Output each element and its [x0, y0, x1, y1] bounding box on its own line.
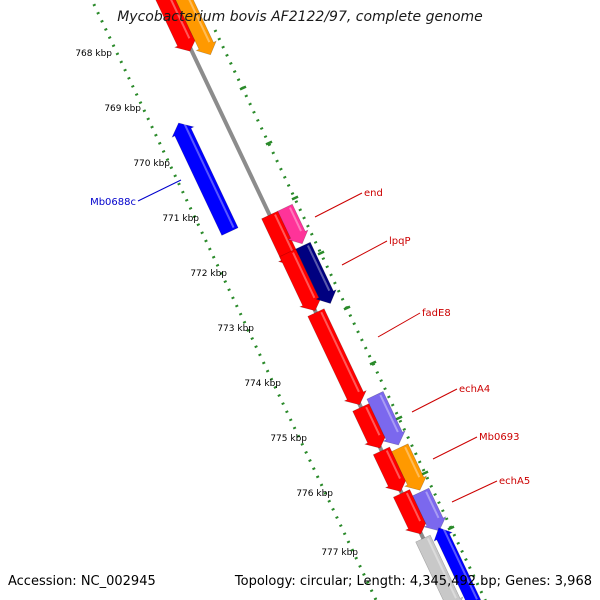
- gene-top-orange-highlight: [188, 0, 211, 43]
- outer-major-tick: [369, 360, 377, 366]
- gene-red-d-highlight: [385, 450, 401, 480]
- leader-line: [314, 192, 363, 218]
- gene-label[interactable]: end: [364, 188, 383, 199]
- kbp-tick-label: 770 kbp: [133, 159, 170, 169]
- genome-stats-text: Topology: circular; Length: 4,345,492 bp…: [234, 574, 592, 589]
- leader-line: [377, 312, 421, 338]
- gene-label[interactable]: lpqP: [389, 236, 411, 247]
- labels-layer: end lpqP fadE8 echA4 Mb0693 echA5 Mb0688c: [90, 179, 530, 503]
- gene-fade8[interactable]: [307, 308, 367, 406]
- gene-label[interactable]: echA4: [459, 384, 490, 395]
- gene-echa4-highlight: [379, 394, 399, 433]
- gene-bottom-blue[interactable]: [433, 527, 482, 600]
- gene-bottom-grey-highlight: [426, 538, 457, 599]
- kbp-tick-label: 775 kbp: [270, 434, 307, 444]
- gene-label[interactable]: Mb0693: [479, 432, 519, 443]
- gene-mb0688c[interactable]: [171, 122, 239, 236]
- inner-tick-track: [90, 0, 378, 600]
- kbp-tick-label: 771 kbp: [162, 214, 199, 224]
- outer-major-tick: [421, 470, 429, 476]
- kbp-tick-label: 776 kbp: [296, 489, 333, 499]
- outer-major-tick: [239, 85, 247, 91]
- kbp-tick-label: 768 kbp: [75, 49, 112, 59]
- outer-major-tick: [291, 195, 299, 201]
- kbp-tick-label: 777 kbp: [321, 548, 358, 558]
- gene-echa5-highlight: [425, 491, 440, 519]
- gene-red-e[interactable]: [393, 489, 429, 535]
- gene-top-red-highlight: [170, 0, 191, 39]
- gene-echa4[interactable]: [366, 391, 406, 446]
- gene-label[interactable]: Mb0688c: [90, 197, 136, 208]
- tick-track-layer: 768 kbp 769 kbp 770 kbp 771 kbp 772 kbp 773 k…: [75, 0, 487, 600]
- gene-mb0688c-highlight: [183, 122, 235, 229]
- kbp-tick-label: 774 kbp: [244, 379, 281, 389]
- outer-major-tick: [317, 250, 325, 256]
- gene-red-e-highlight: [405, 492, 422, 522]
- outer-major-tick: [265, 140, 273, 146]
- gene-mb0693-highlight: [404, 446, 421, 478]
- gene-label[interactable]: fadE8: [422, 308, 451, 319]
- gene-echa5[interactable]: [412, 487, 447, 532]
- gene-red-b-highlight: [292, 252, 316, 299]
- leader-line: [411, 388, 458, 413]
- gene-end[interactable]: [277, 203, 309, 245]
- gene-top-orange[interactable]: [170, 0, 217, 56]
- kbp-tick-label: 769 kbp: [104, 104, 141, 114]
- outer-major-tick: [395, 415, 403, 421]
- gene-red-a-highlight: [274, 214, 294, 254]
- kbp-tick-label: 772 kbp: [190, 269, 227, 279]
- accession-text: Accession: NC_002945: [8, 574, 156, 589]
- features-layer: [152, 0, 482, 600]
- gene-lpqp-highlight: [306, 245, 331, 292]
- leader-line: [341, 240, 388, 266]
- kbp-tick-label: 773 kbp: [217, 324, 254, 334]
- gene-top-red[interactable]: [152, 0, 198, 52]
- leader-line: [451, 480, 498, 503]
- gene-red-c[interactable]: [352, 403, 388, 449]
- outer-major-tick: [343, 305, 351, 311]
- outer-major-tick: [447, 525, 455, 531]
- gene-red-c-highlight: [365, 406, 381, 436]
- map-title: Mycobacterium bovis AF2122/97, complete …: [117, 9, 483, 25]
- gene-lpqp[interactable]: [295, 241, 337, 304]
- gene-end-highlight: [289, 207, 302, 232]
- gene-mb0693[interactable]: [391, 443, 428, 491]
- leader-line: [432, 436, 478, 460]
- leader-line: [137, 179, 182, 202]
- gene-label[interactable]: echA5: [499, 476, 530, 487]
- gene-bottom-grey[interactable]: [415, 534, 464, 600]
- gene-fade8-highlight: [320, 311, 360, 393]
- gene-bottom-blue-highlight: [442, 527, 478, 600]
